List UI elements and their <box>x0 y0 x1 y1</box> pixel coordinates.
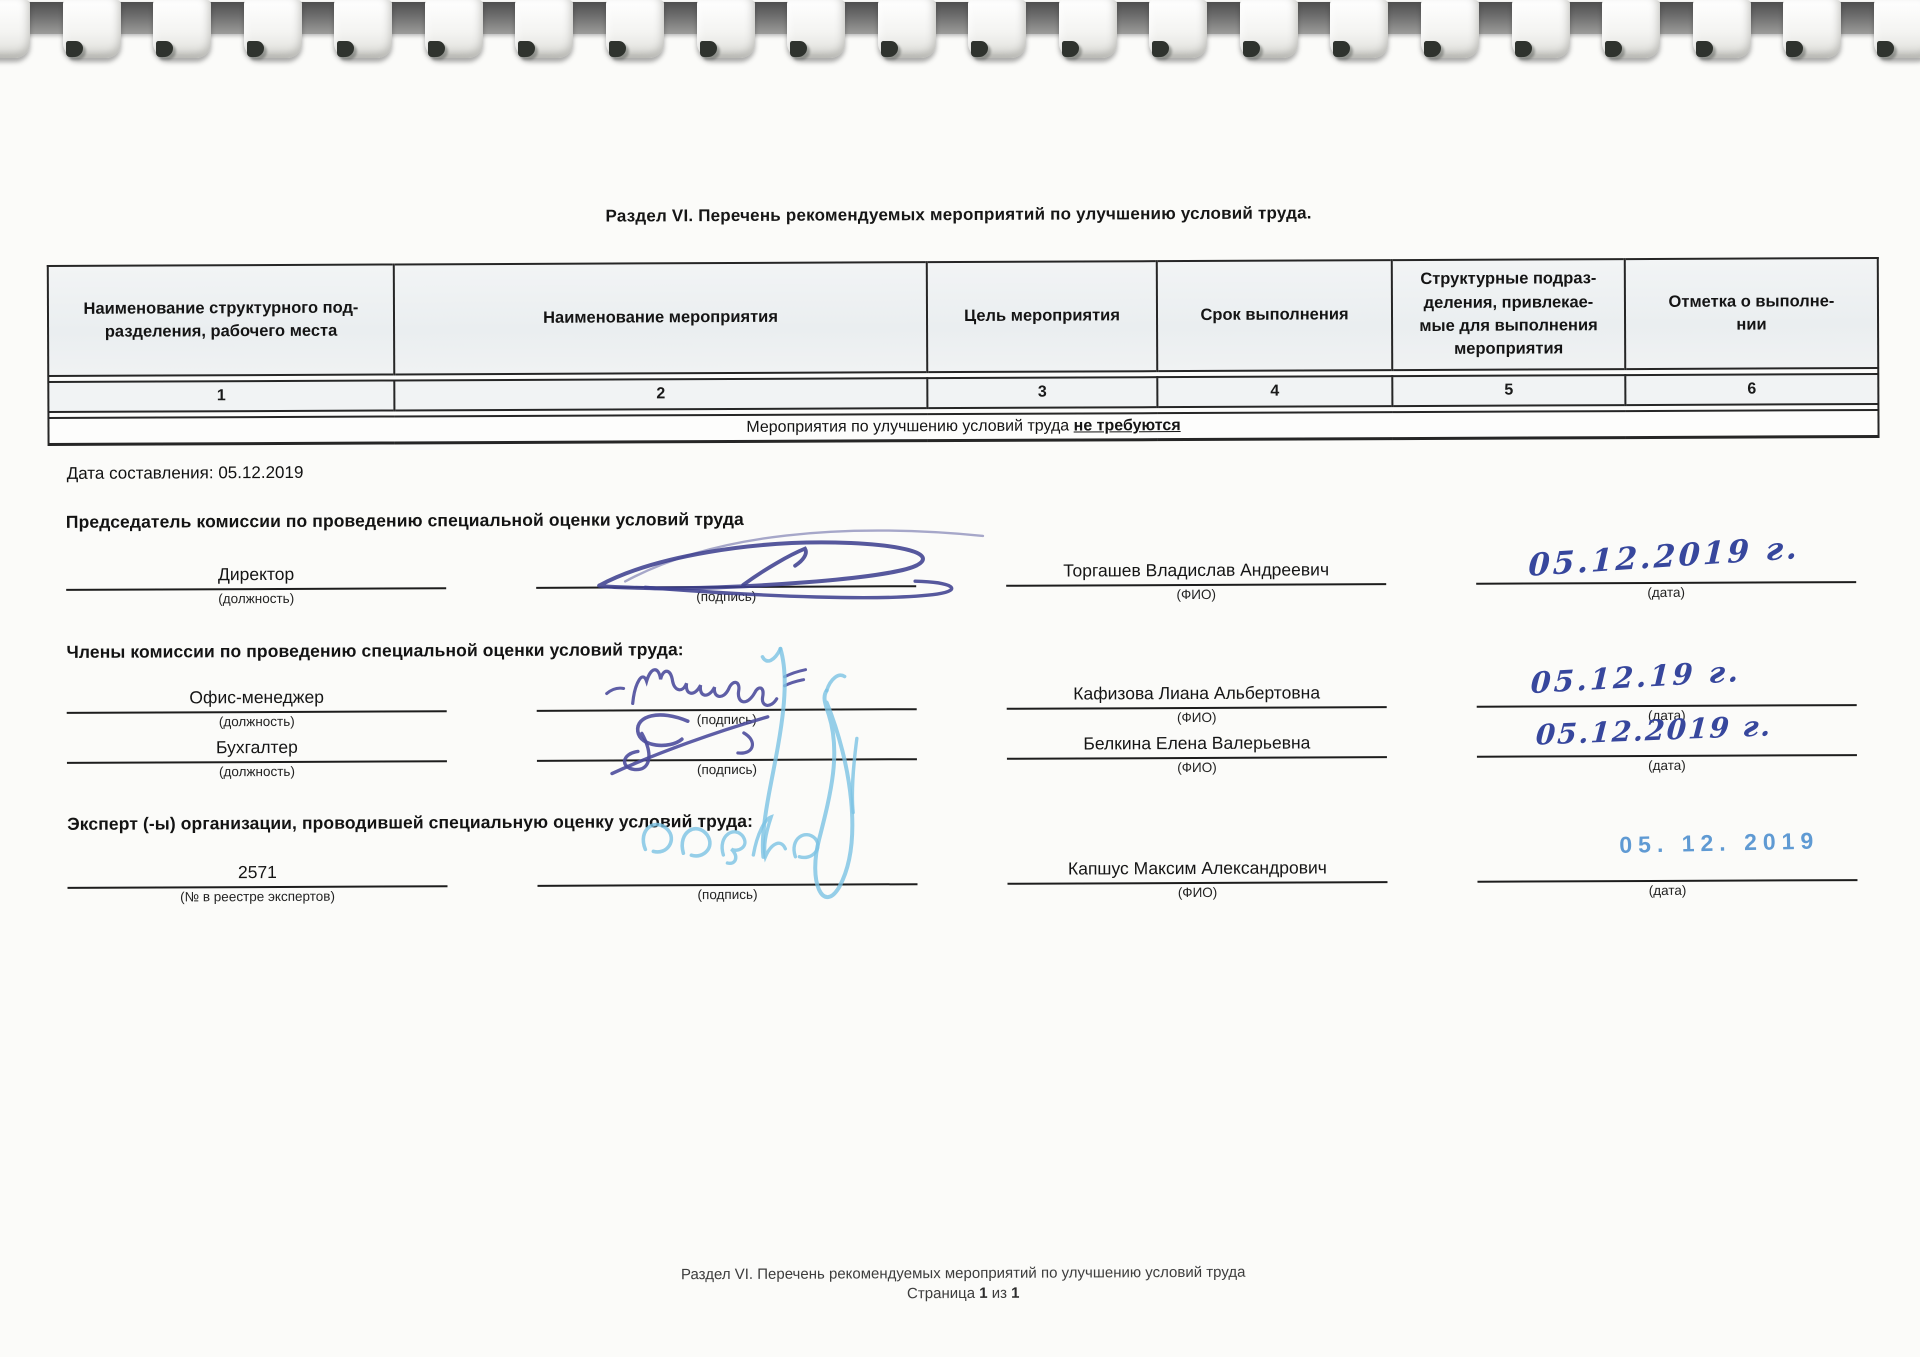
position-value: Директор <box>66 548 447 591</box>
comb-finger <box>1330 0 1389 58</box>
column-number-cell: 1 <box>48 380 395 412</box>
name-label: (ФИО) <box>1176 586 1216 603</box>
member2-signature-row: Бухгалтер (должность) (подпись) Белкина … <box>66 715 1857 781</box>
signature-line <box>536 719 917 762</box>
date-cell: (дата) <box>1476 715 1857 775</box>
column-number-cell: 6 <box>1625 373 1879 406</box>
comb-finger <box>968 0 1027 58</box>
position-cell: Бухгалтер (должность) <box>66 721 447 781</box>
header-cell-involved-units: Структурные подраз- деления, привлекае- … <box>1391 259 1626 371</box>
table-header-row: Наименование структурного под- разделени… <box>47 257 1879 376</box>
expert-signature-row: 2571 (№ в реестре экспертов) (подпись) К… <box>67 840 1858 906</box>
page-footer: Раздел VI. Перечень рекомендуемых меропр… <box>3 1260 1920 1309</box>
comb-finger <box>1692 0 1751 58</box>
position-label: (должность) <box>218 763 295 780</box>
comb-finger <box>1602 0 1661 58</box>
composition-date-label: Дата составления: <box>66 463 214 483</box>
signature-line <box>536 546 917 589</box>
signature-line <box>537 844 918 887</box>
comb-finger <box>1783 0 1842 58</box>
signature-cell: (подпись) <box>536 546 917 606</box>
comb-finger <box>515 0 574 58</box>
name-cell: Капшус Максим Александрович (ФИО) <box>1007 842 1388 902</box>
comb-finger <box>153 0 212 58</box>
comb-finger <box>1239 0 1298 58</box>
date-line-blank <box>1476 542 1857 585</box>
registry-number-label: (№ в реестре экспертов) <box>180 888 335 905</box>
registry-number-value: 2571 <box>67 846 448 889</box>
footer-page-total: 1 <box>1011 1284 1020 1303</box>
comb-finger <box>0 0 30 58</box>
comb-binding <box>0 0 1920 66</box>
position-cell: Директор (должность) <box>66 548 447 608</box>
footer-of-word: из <box>991 1285 1008 1303</box>
position-label: (должность) <box>218 590 295 607</box>
note-emphasis: не требуются <box>1073 417 1181 435</box>
comb-finger <box>1421 0 1479 58</box>
note-text: Мероприятия по улучшению условий труда <box>746 417 1074 436</box>
name-label: (ФИО) <box>1177 759 1217 776</box>
members-section-heading: Члены комиссии по проведению специальной… <box>66 639 684 662</box>
chairman-signature-row: Директор (должность) (подпись) Торгашев … <box>66 542 1857 608</box>
column-number-cell: 3 <box>927 377 1158 409</box>
signature-label: (подпись) <box>696 761 758 778</box>
date-label: (дата) <box>1647 584 1686 601</box>
date-line-blank <box>1476 715 1857 758</box>
page-title: Раздел VI. Перечень рекомендуемых меропр… <box>605 203 1312 226</box>
registry-number-cell: 2571 (№ в реестре экспертов) <box>67 846 448 906</box>
comb-spine-bar <box>0 2 1920 34</box>
date-line-blank <box>1476 665 1857 708</box>
signature-cell: (подпись) <box>537 844 918 904</box>
comb-finger <box>62 0 121 58</box>
name-value: Капшус Максим Александрович <box>1007 842 1388 885</box>
name-label: (ФИО) <box>1177 884 1218 901</box>
signature-cell: (подпись) <box>536 719 917 779</box>
name-value: Торгашев Владислав Андреевич <box>1006 544 1387 587</box>
date-line-blank <box>1477 840 1858 883</box>
date-cell: (дата) <box>1477 840 1858 900</box>
expert-section-heading: Эксперт (-ы) организации, проводившей сп… <box>67 810 754 834</box>
footer-page-word: Страница <box>907 1285 976 1303</box>
comb-finger <box>877 0 936 58</box>
comb-finger <box>696 0 755 58</box>
column-number-cell: 4 <box>1157 376 1393 408</box>
column-number-cell: 5 <box>1392 375 1626 407</box>
comb-finger <box>1149 0 1208 58</box>
header-cell-department: Наименование структурного под- разделени… <box>47 264 395 376</box>
name-cell: Белкина Елена Валерьевна (ФИО) <box>1006 717 1387 777</box>
signature-label: (подпись) <box>697 886 758 903</box>
composition-date-value: 05.12.2019 <box>218 462 304 483</box>
column-number-cell: 2 <box>394 378 928 411</box>
header-cell-purpose: Цель мероприятия <box>926 261 1158 373</box>
signature-line <box>536 669 917 712</box>
comb-finger <box>424 0 483 58</box>
position-value: Бухгалтер <box>66 721 447 764</box>
comb-finger <box>1873 0 1920 58</box>
comb-finger <box>1058 0 1117 58</box>
comb-finger <box>1511 0 1570 58</box>
comb-finger-row <box>0 0 1920 58</box>
header-cell-completion-mark: Отметка о выполне- нии <box>1624 257 1879 370</box>
date-label: (дата) <box>1648 757 1686 773</box>
chairman-section-heading: Председатель комиссии по проведению спец… <box>65 508 744 532</box>
header-cell-deadline: Срок выполнения <box>1156 260 1393 372</box>
comb-finger <box>334 0 393 58</box>
footer-page-number: 1 <box>979 1285 988 1303</box>
signature-label: (подпись) <box>696 588 757 605</box>
measures-table: Наименование структурного под- разделени… <box>46 256 1880 446</box>
composition-date: Дата составления: 05.12.2019 <box>67 463 304 484</box>
comb-finger <box>243 0 302 58</box>
name-cell: Торгашев Владислав Андреевич (ФИО) <box>1006 544 1387 604</box>
position-value: Офис-менеджер <box>66 671 447 714</box>
date-label: (дата) <box>1648 882 1687 898</box>
comb-finger <box>605 0 664 58</box>
name-value: Белкина Елена Валерьевна <box>1006 717 1387 760</box>
comb-finger <box>787 0 846 58</box>
date-cell: (дата) <box>1476 542 1857 602</box>
header-cell-measure: Наименование мероприятия <box>393 262 928 375</box>
name-value: Кафизова Лиана Альбертовна <box>1006 667 1387 710</box>
